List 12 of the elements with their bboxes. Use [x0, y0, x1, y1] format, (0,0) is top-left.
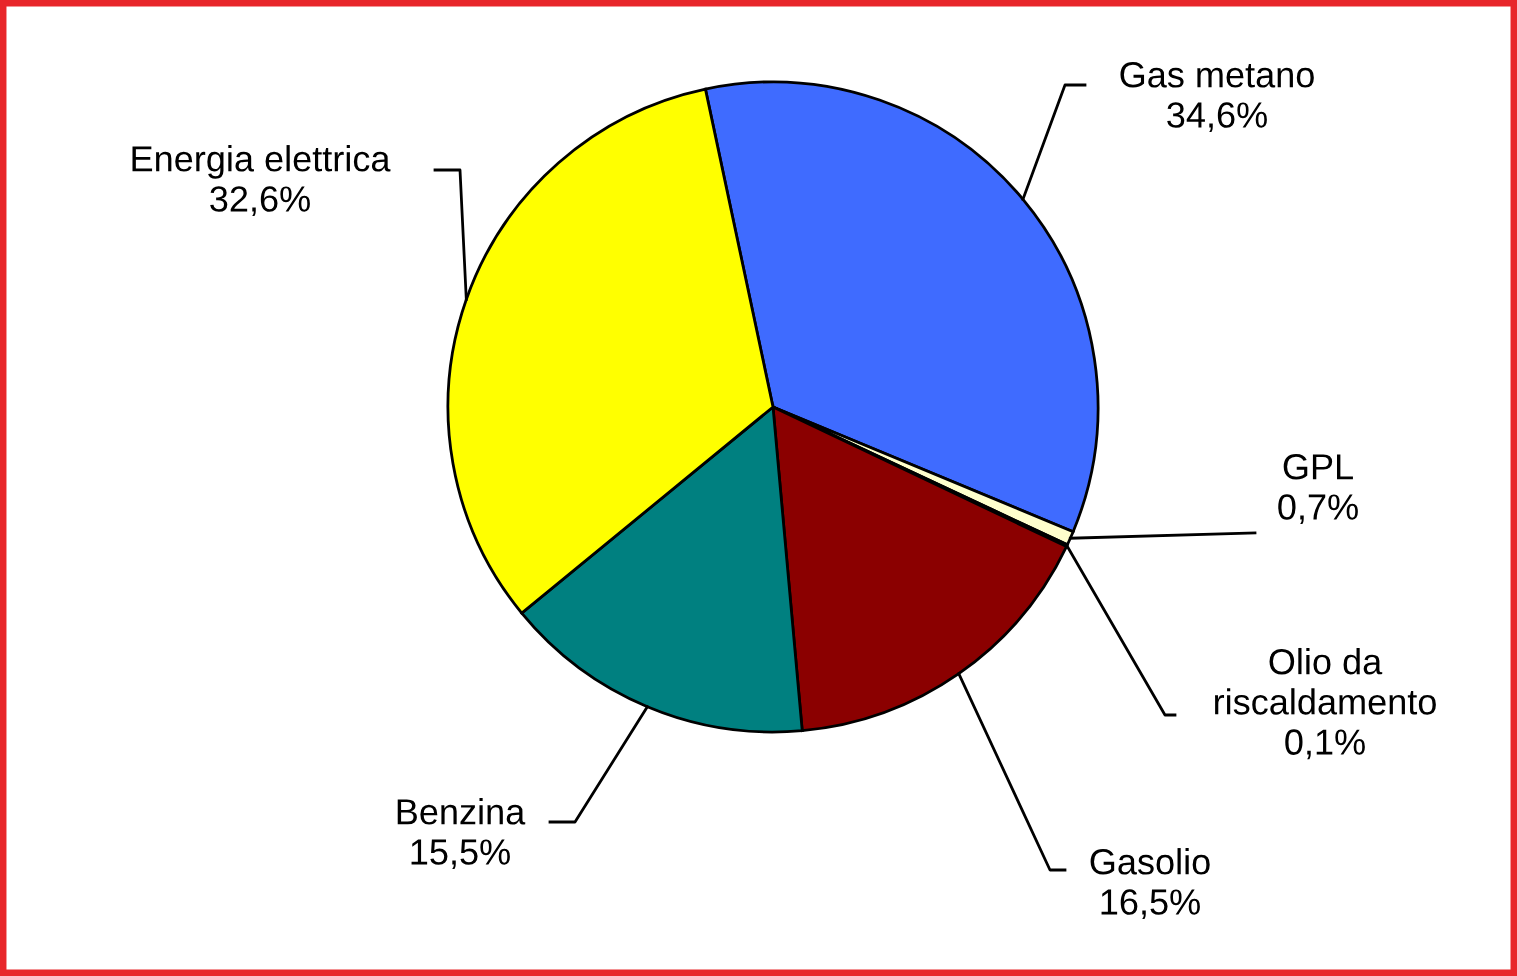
data-label: 0,1% [1285, 729, 1365, 760]
slice-label: Gasolio [1090, 848, 1210, 875]
slice-label: Olio da riscaldamento [1215, 647, 1436, 715]
data-label: 15,5% [411, 839, 510, 870]
slice-label: Energia elettrica [132, 145, 391, 179]
slice-label: Gas metano [1120, 62, 1314, 88]
data-label: 16,5% [1101, 889, 1200, 920]
data-label: 0,7% [1278, 494, 1358, 525]
data-label: 34,6% [1167, 102, 1267, 133]
slice-label: Benzina [397, 798, 526, 825]
data-label: 32,6% [210, 186, 310, 217]
slice-label: GPL [1283, 454, 1353, 480]
